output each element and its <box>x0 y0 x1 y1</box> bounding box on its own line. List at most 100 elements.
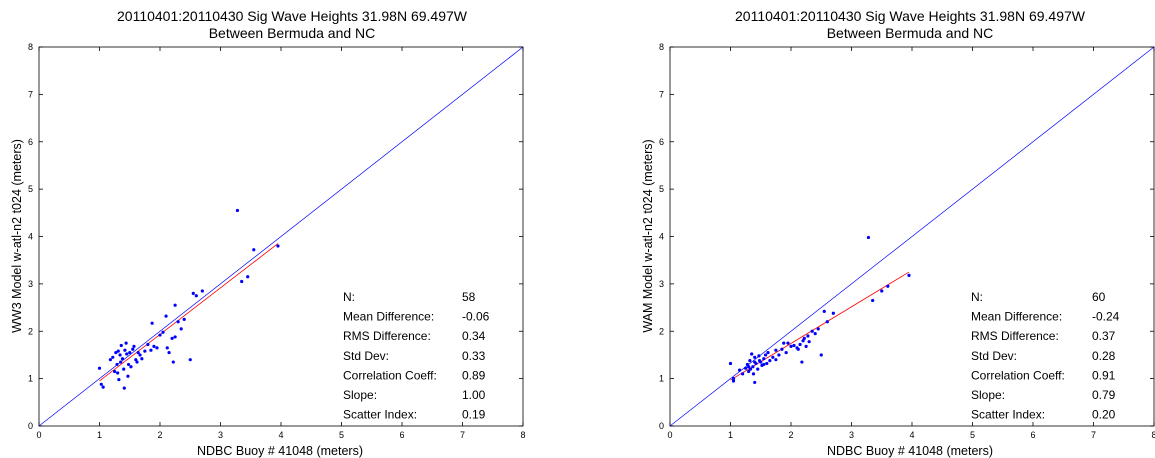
scatter-point <box>804 344 808 349</box>
scatter-point <box>728 361 733 366</box>
y-tick-label: 4 <box>28 232 33 242</box>
scatter-point <box>200 289 204 293</box>
scatter-point <box>125 352 129 356</box>
y-tick-label: 3 <box>28 279 33 289</box>
right-scatter-chart: 20110401:20110430 Sig Wave Heights 31.98… <box>641 8 1155 458</box>
y-tick-label: 7 <box>659 89 664 99</box>
scatter-point <box>123 348 127 352</box>
scatter-point <box>116 349 120 353</box>
scatter-point <box>122 367 126 371</box>
scatter-point <box>789 344 793 349</box>
stat-label: Correlation Coeff: <box>343 368 437 382</box>
stat-label: N: <box>971 290 983 304</box>
scatter-point <box>173 335 177 339</box>
scatter-point <box>748 359 752 363</box>
scatter-point <box>757 354 761 358</box>
scatter-point <box>114 350 118 355</box>
scatter-point <box>116 371 120 375</box>
stat-value: 0.34 <box>462 329 486 343</box>
y-tick-label: 3 <box>659 279 664 289</box>
x-axis-label: NDBC Buoy # 41048 (meters) <box>827 444 993 458</box>
x-tick-label: 8 <box>1151 430 1155 440</box>
scatter-point <box>152 344 156 349</box>
scatter-point <box>762 362 766 367</box>
scatter-point <box>99 382 103 386</box>
plot-area: 0 1 2 3 4 5 6 7 8 0 1 2 3 4 5 6 7 8 N: 58 Mean Difference: -0… <box>28 42 526 440</box>
stat-value: 0.28 <box>1092 349 1116 363</box>
stat-label: Scatter Index: <box>343 408 417 422</box>
scatter-point <box>741 372 745 376</box>
scatter-point <box>765 361 769 366</box>
scatter-point <box>170 336 174 340</box>
scatter-point <box>146 342 150 347</box>
scatter-point <box>737 368 742 372</box>
scatter-point <box>188 358 192 362</box>
stat-value: 1.00 <box>462 388 486 402</box>
scatter-point <box>155 346 159 350</box>
stat-value: 58 <box>462 290 476 304</box>
scatter-point <box>97 366 102 370</box>
scatter-point <box>119 343 123 348</box>
scatter-point <box>798 342 802 347</box>
stat-label: N: <box>343 290 355 304</box>
stat-label: Slope: <box>343 388 377 402</box>
y-tick-label: 7 <box>28 89 33 99</box>
scatter-point <box>122 386 126 390</box>
y-tick-label: 0 <box>28 421 33 431</box>
x-tick-label: 6 <box>399 430 404 440</box>
y-axis-label: WAM Model w-atl-n2 t024 (meters) <box>641 139 655 332</box>
scatter-point <box>810 329 814 333</box>
y-tick-label: 6 <box>28 137 33 147</box>
scatter-point <box>753 355 757 359</box>
scatter-point <box>731 377 736 381</box>
scatter-point <box>792 343 796 348</box>
scatter-point <box>101 385 105 389</box>
scatter-point <box>807 340 811 344</box>
stat-label: Mean Difference: <box>971 310 1062 324</box>
scatter-point <box>802 336 806 340</box>
scatter-point <box>149 348 153 352</box>
scatter-point <box>744 366 748 370</box>
scatter-point <box>757 359 762 363</box>
left-scatter-chart: 20110401:20110430 Sig Wave Heights 31.98… <box>10 8 526 458</box>
scatter-point <box>158 333 162 337</box>
scatter-point <box>822 309 826 313</box>
left-chart-panel: 20110401:20110430 Sig Wave Heights 31.98… <box>0 0 577 458</box>
scatter-point <box>825 320 829 324</box>
x-tick-label: 7 <box>1091 430 1096 440</box>
stat-value: -0.24 <box>1092 310 1120 324</box>
y-tick-label: 8 <box>28 42 33 52</box>
scatter-point <box>747 365 751 369</box>
x-tick-label: 1 <box>97 430 102 440</box>
scatter-point <box>176 320 180 324</box>
x-tick-label: 3 <box>849 430 854 440</box>
scatter-point <box>784 350 788 355</box>
stat-label: Std Dev: <box>971 349 1017 363</box>
scatter-point <box>120 357 125 361</box>
scatter-point <box>276 244 280 248</box>
scatter-point <box>165 346 169 350</box>
stat-value: 0.19 <box>462 408 486 422</box>
y-axis-label: WW3 Model w-atl-n2 t024 (meters) <box>10 139 24 333</box>
scatter-point <box>167 350 171 355</box>
scatter-point <box>117 377 121 382</box>
scatter-point <box>129 365 133 369</box>
stat-label: RMS Difference: <box>343 329 431 343</box>
scatter-point <box>866 235 871 240</box>
scatter-point <box>751 372 756 376</box>
scatter-point <box>246 275 250 279</box>
scatter-point <box>801 339 805 343</box>
scatter-point <box>800 360 804 364</box>
scatter-point <box>191 291 195 295</box>
scatter-point <box>796 347 800 351</box>
scatter-point <box>132 344 136 349</box>
scatter-point <box>771 355 775 359</box>
scatter-point <box>135 360 139 364</box>
scatter-point <box>831 311 835 315</box>
x-tick-label: 4 <box>909 430 914 440</box>
y-tick-label: 1 <box>28 374 33 384</box>
x-tick-label: 2 <box>157 430 162 440</box>
scatter-point <box>136 350 140 355</box>
scatter-point <box>766 350 770 355</box>
stat-value: 0.37 <box>1092 329 1116 343</box>
